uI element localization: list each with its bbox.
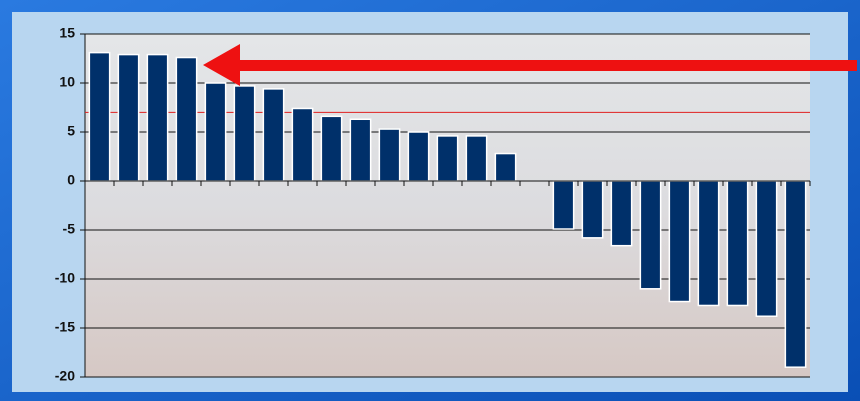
y-tick-label: -10 [55,270,75,286]
bar [407,131,430,182]
arrow-head [203,44,240,86]
bar [494,152,517,182]
y-tick-label: -20 [55,368,75,384]
bar [697,180,720,307]
bar [378,128,401,182]
bar [465,135,488,182]
bar [88,51,111,182]
bar [349,118,372,182]
bar [233,85,256,182]
arrow-shaft [235,60,857,71]
y-tick-label: 15 [59,25,75,41]
y-tick-label: 10 [59,74,75,90]
bar [784,180,807,368]
bar [436,135,459,182]
bar [668,180,691,303]
bar [552,180,575,230]
bar [204,82,227,182]
bar [610,180,633,247]
y-tick-label: 5 [67,123,75,139]
bar [146,53,169,182]
y-tick-label: -5 [63,221,76,237]
bar [175,56,198,182]
y-tick-label: 0 [67,172,75,188]
bar [262,88,285,182]
y-tick-label: -15 [55,319,75,335]
bar [726,180,749,307]
bar [581,180,604,239]
bar [755,180,778,317]
bar [320,115,343,182]
bar [639,180,662,290]
arrow [203,44,857,86]
bar [117,53,140,182]
bar [291,107,314,182]
